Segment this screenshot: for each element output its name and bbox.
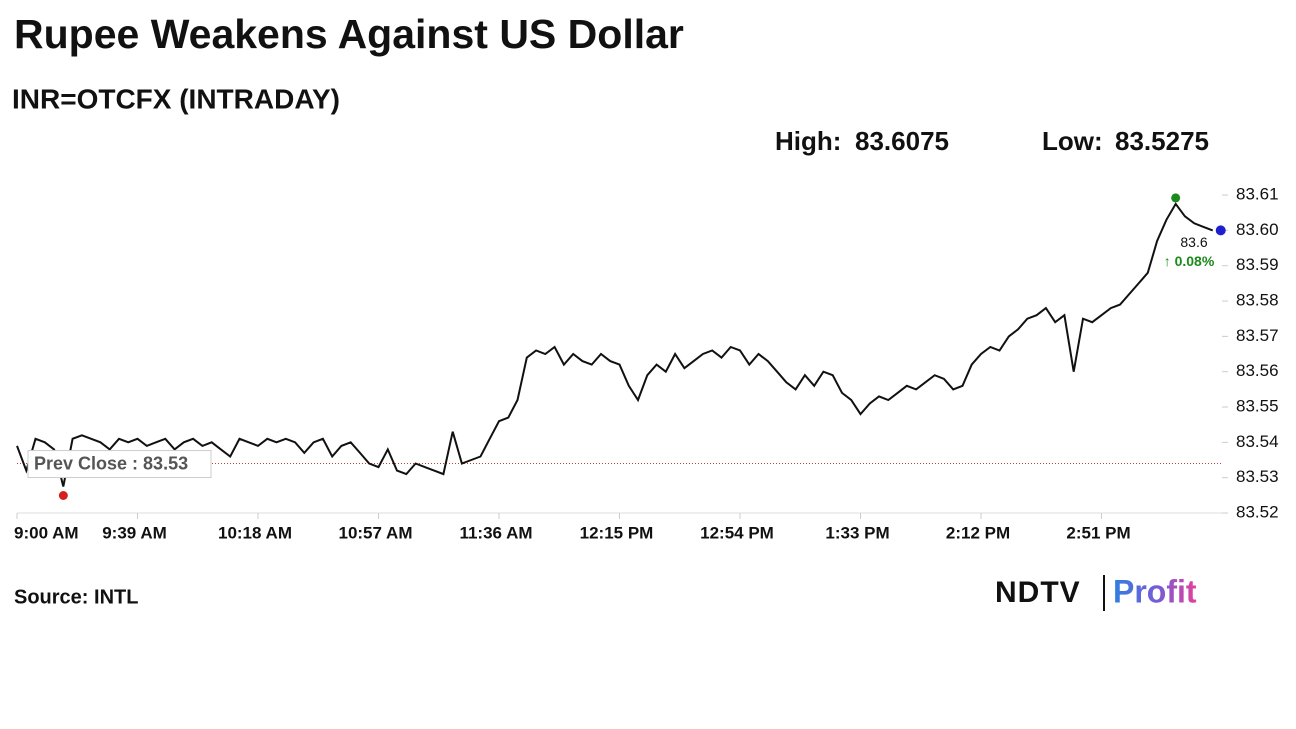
low-value: 83.5275 [1115,126,1209,156]
low-label: Low: [1042,126,1103,156]
x-tick-label: 1:33 PM [825,523,889,542]
x-tick-label: 2:51 PM [1066,523,1130,542]
price-line [16,202,1214,487]
last-label-box [1172,234,1212,253]
change-label: ↑ 0.08% [1164,253,1215,269]
x-tick-label: 12:15 PM [580,523,654,542]
x-tick-label: 9:39 AM [102,523,167,542]
y-tick-label: 83.57 [1236,326,1279,345]
source: Source: INTL [14,586,138,608]
y-tick-label: 83.56 [1236,361,1279,380]
last-marker [1215,225,1226,236]
y-tick-label: 83.61 [1236,185,1279,204]
low-marker [58,491,68,501]
chart-title: Rupee Weakens Against US Dollar [14,11,684,57]
high-label: High: [775,126,841,156]
prev-close-box [27,450,212,479]
x-tick-label: 12:54 PM [700,523,774,542]
x-tick-label: 10:18 AM [218,523,292,542]
x-tick-label: 10:57 AM [338,523,412,542]
y-tick-label: 83.58 [1236,291,1279,310]
y-tick-label: 83.60 [1236,220,1279,239]
chart-subtitle: INR=OTCFX (INTRADAY) [12,83,340,114]
y-tick-label: 83.59 [1236,255,1279,274]
x-tick-label: 2:12 PM [946,523,1010,542]
y-tick-label: 83.55 [1236,397,1279,416]
high-marker [1171,193,1181,203]
x-tick-label: 11:36 AM [459,523,532,542]
logo-left: NDTV [995,576,1081,609]
prev-close-label: Prev Close : 83.53 [34,453,188,473]
last-label: 83.6 [1180,234,1207,250]
y-tick-label: 83.52 [1236,502,1279,521]
x-tick-label: 9:00 AM [14,523,79,542]
y-tick-label: 83.53 [1236,467,1279,486]
y-tick-label: 83.54 [1236,432,1279,451]
logo-right: Profit [1113,573,1197,609]
high-value: 83.6075 [855,126,949,156]
